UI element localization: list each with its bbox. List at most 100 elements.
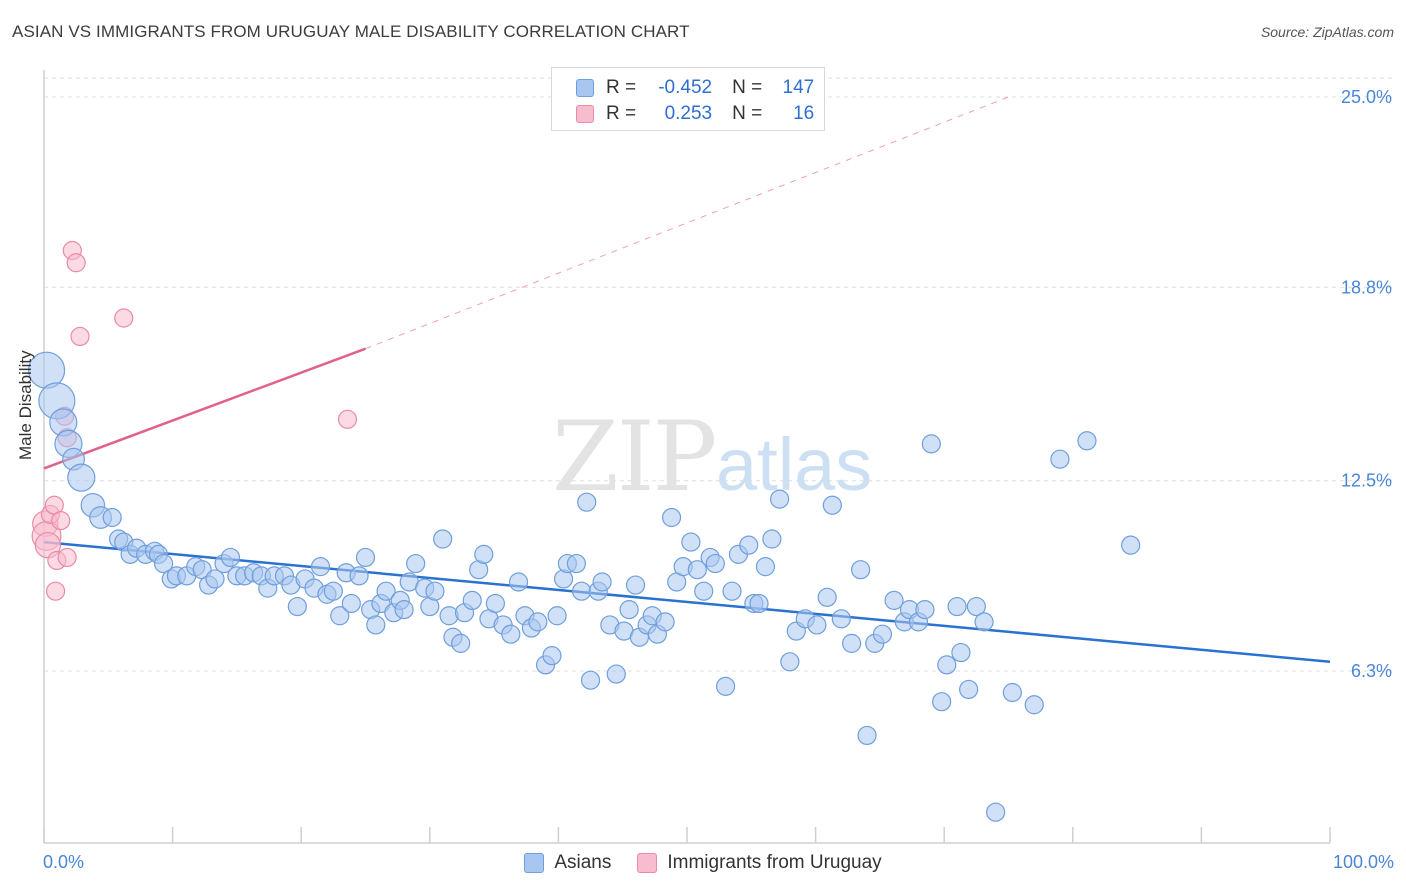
- x-tick-label-max: 100.0%: [1332, 852, 1394, 872]
- point-asians: [687, 560, 707, 580]
- point-asians: [287, 596, 307, 617]
- trend-line-asians: [43, 540, 1331, 664]
- correlation-legend: R = -0.452 N = 147 R = 0.253 N = 16: [551, 67, 825, 131]
- point-uruguay: [66, 253, 86, 273]
- legend-r-value: 0.253: [664, 103, 713, 124]
- point-asians: [425, 581, 445, 601]
- watermark: ZIP atlas: [552, 401, 872, 513]
- axes: [43, 70, 1331, 844]
- y-tick-label: 12.5%: [1341, 471, 1392, 491]
- point-asians: [1077, 431, 1097, 451]
- point-asians: [205, 569, 225, 589]
- point-uruguay: [114, 308, 134, 328]
- point-asians: [1002, 682, 1022, 703]
- point-asians: [857, 725, 877, 746]
- point-asians: [739, 535, 759, 555]
- point-asians: [681, 532, 701, 552]
- point-asians: [749, 593, 769, 614]
- point-asians: [102, 507, 122, 528]
- series-legend: Asians Immigrants from Uruguay: [0, 852, 1406, 874]
- point-asians: [1050, 449, 1070, 469]
- legend-n-label: N =: [732, 103, 763, 124]
- point-asians: [394, 600, 414, 620]
- point-asians: [831, 609, 851, 629]
- point-asians: [851, 560, 871, 580]
- point-asians: [959, 679, 979, 700]
- legend-row-uruguay: R = 0.253 N = 16: [576, 102, 814, 126]
- source-credit: Source: ZipAtlas.com: [1260, 24, 1394, 40]
- legend-r-value: -0.452: [658, 77, 713, 98]
- point-asians: [1121, 535, 1141, 555]
- point-asians: [310, 557, 331, 577]
- point-asians: [566, 553, 587, 574]
- y-tick-label: 18.8%: [1341, 277, 1392, 297]
- point-asians: [722, 581, 742, 601]
- point-asians: [655, 612, 675, 632]
- point-asians: [323, 581, 343, 601]
- legend-r-label: R =: [606, 77, 637, 98]
- trend-line-uruguay-extension: [365, 96, 1009, 350]
- point-asians: [577, 492, 597, 512]
- legend-n-value: 16: [793, 103, 815, 124]
- point-asians: [547, 606, 567, 626]
- y-tick-label: 25.0%: [1341, 87, 1392, 107]
- point-asians: [592, 572, 612, 592]
- point-asians: [817, 587, 837, 607]
- point-asians: [606, 664, 626, 684]
- y-axis-label: Male Disability: [16, 350, 35, 460]
- point-asians: [986, 802, 1006, 822]
- point-asians: [932, 692, 952, 712]
- point-asians: [341, 593, 361, 614]
- legend-swatch-uruguay: [576, 105, 594, 123]
- series-swatch-asians: [524, 853, 545, 873]
- point-asians: [625, 575, 646, 595]
- point-asians: [715, 676, 736, 696]
- point-asians: [451, 633, 471, 653]
- point-asians: [705, 553, 725, 574]
- series-swatch-uruguay: [637, 853, 658, 873]
- series-label-uruguay: Immigrants from Uruguay: [667, 852, 882, 873]
- point-asians: [355, 547, 376, 568]
- point-asians: [884, 590, 904, 611]
- point-asians: [661, 507, 682, 528]
- point-asians: [220, 547, 241, 568]
- point-asians: [433, 529, 453, 549]
- point-asians: [780, 652, 800, 672]
- point-uruguay: [337, 409, 358, 429]
- point-asians: [1024, 695, 1044, 715]
- point-asians: [528, 612, 548, 632]
- point-asians: [915, 600, 935, 620]
- point-asians: [937, 655, 957, 675]
- chart-title: ASIAN VS IMMIGRANTS FROM URUGUAY MALE DI…: [12, 22, 690, 41]
- point-asians: [542, 646, 562, 666]
- trend-line-uruguay: [43, 347, 366, 470]
- watermark-atlas: atlas: [716, 423, 872, 506]
- points-asians: [27, 351, 1141, 822]
- point-asians: [966, 596, 986, 617]
- point-asians: [694, 581, 714, 601]
- point-asians: [406, 553, 426, 574]
- point-asians: [571, 581, 592, 601]
- point-asians: [67, 463, 96, 492]
- point-asians: [508, 572, 529, 592]
- point-asians: [462, 590, 482, 611]
- point-uruguay: [45, 581, 66, 601]
- point-uruguay: [51, 510, 71, 531]
- point-asians: [474, 544, 494, 564]
- legend-n-label: N =: [732, 77, 763, 98]
- point-asians: [439, 606, 459, 626]
- series-label-asians: Asians: [554, 852, 612, 873]
- point-asians: [947, 596, 967, 617]
- watermark-zip: ZIP: [552, 401, 715, 513]
- point-asians: [842, 633, 862, 653]
- point-asians: [769, 489, 790, 509]
- point-asians: [921, 434, 941, 454]
- point-asians: [330, 606, 350, 626]
- point-asians: [974, 612, 994, 632]
- point-asians: [872, 624, 893, 644]
- point-asians: [951, 642, 971, 663]
- series-legend-uruguay: Immigrants from Uruguay: [637, 852, 882, 874]
- legend-r-label: R =: [606, 103, 637, 124]
- point-asians: [376, 581, 396, 601]
